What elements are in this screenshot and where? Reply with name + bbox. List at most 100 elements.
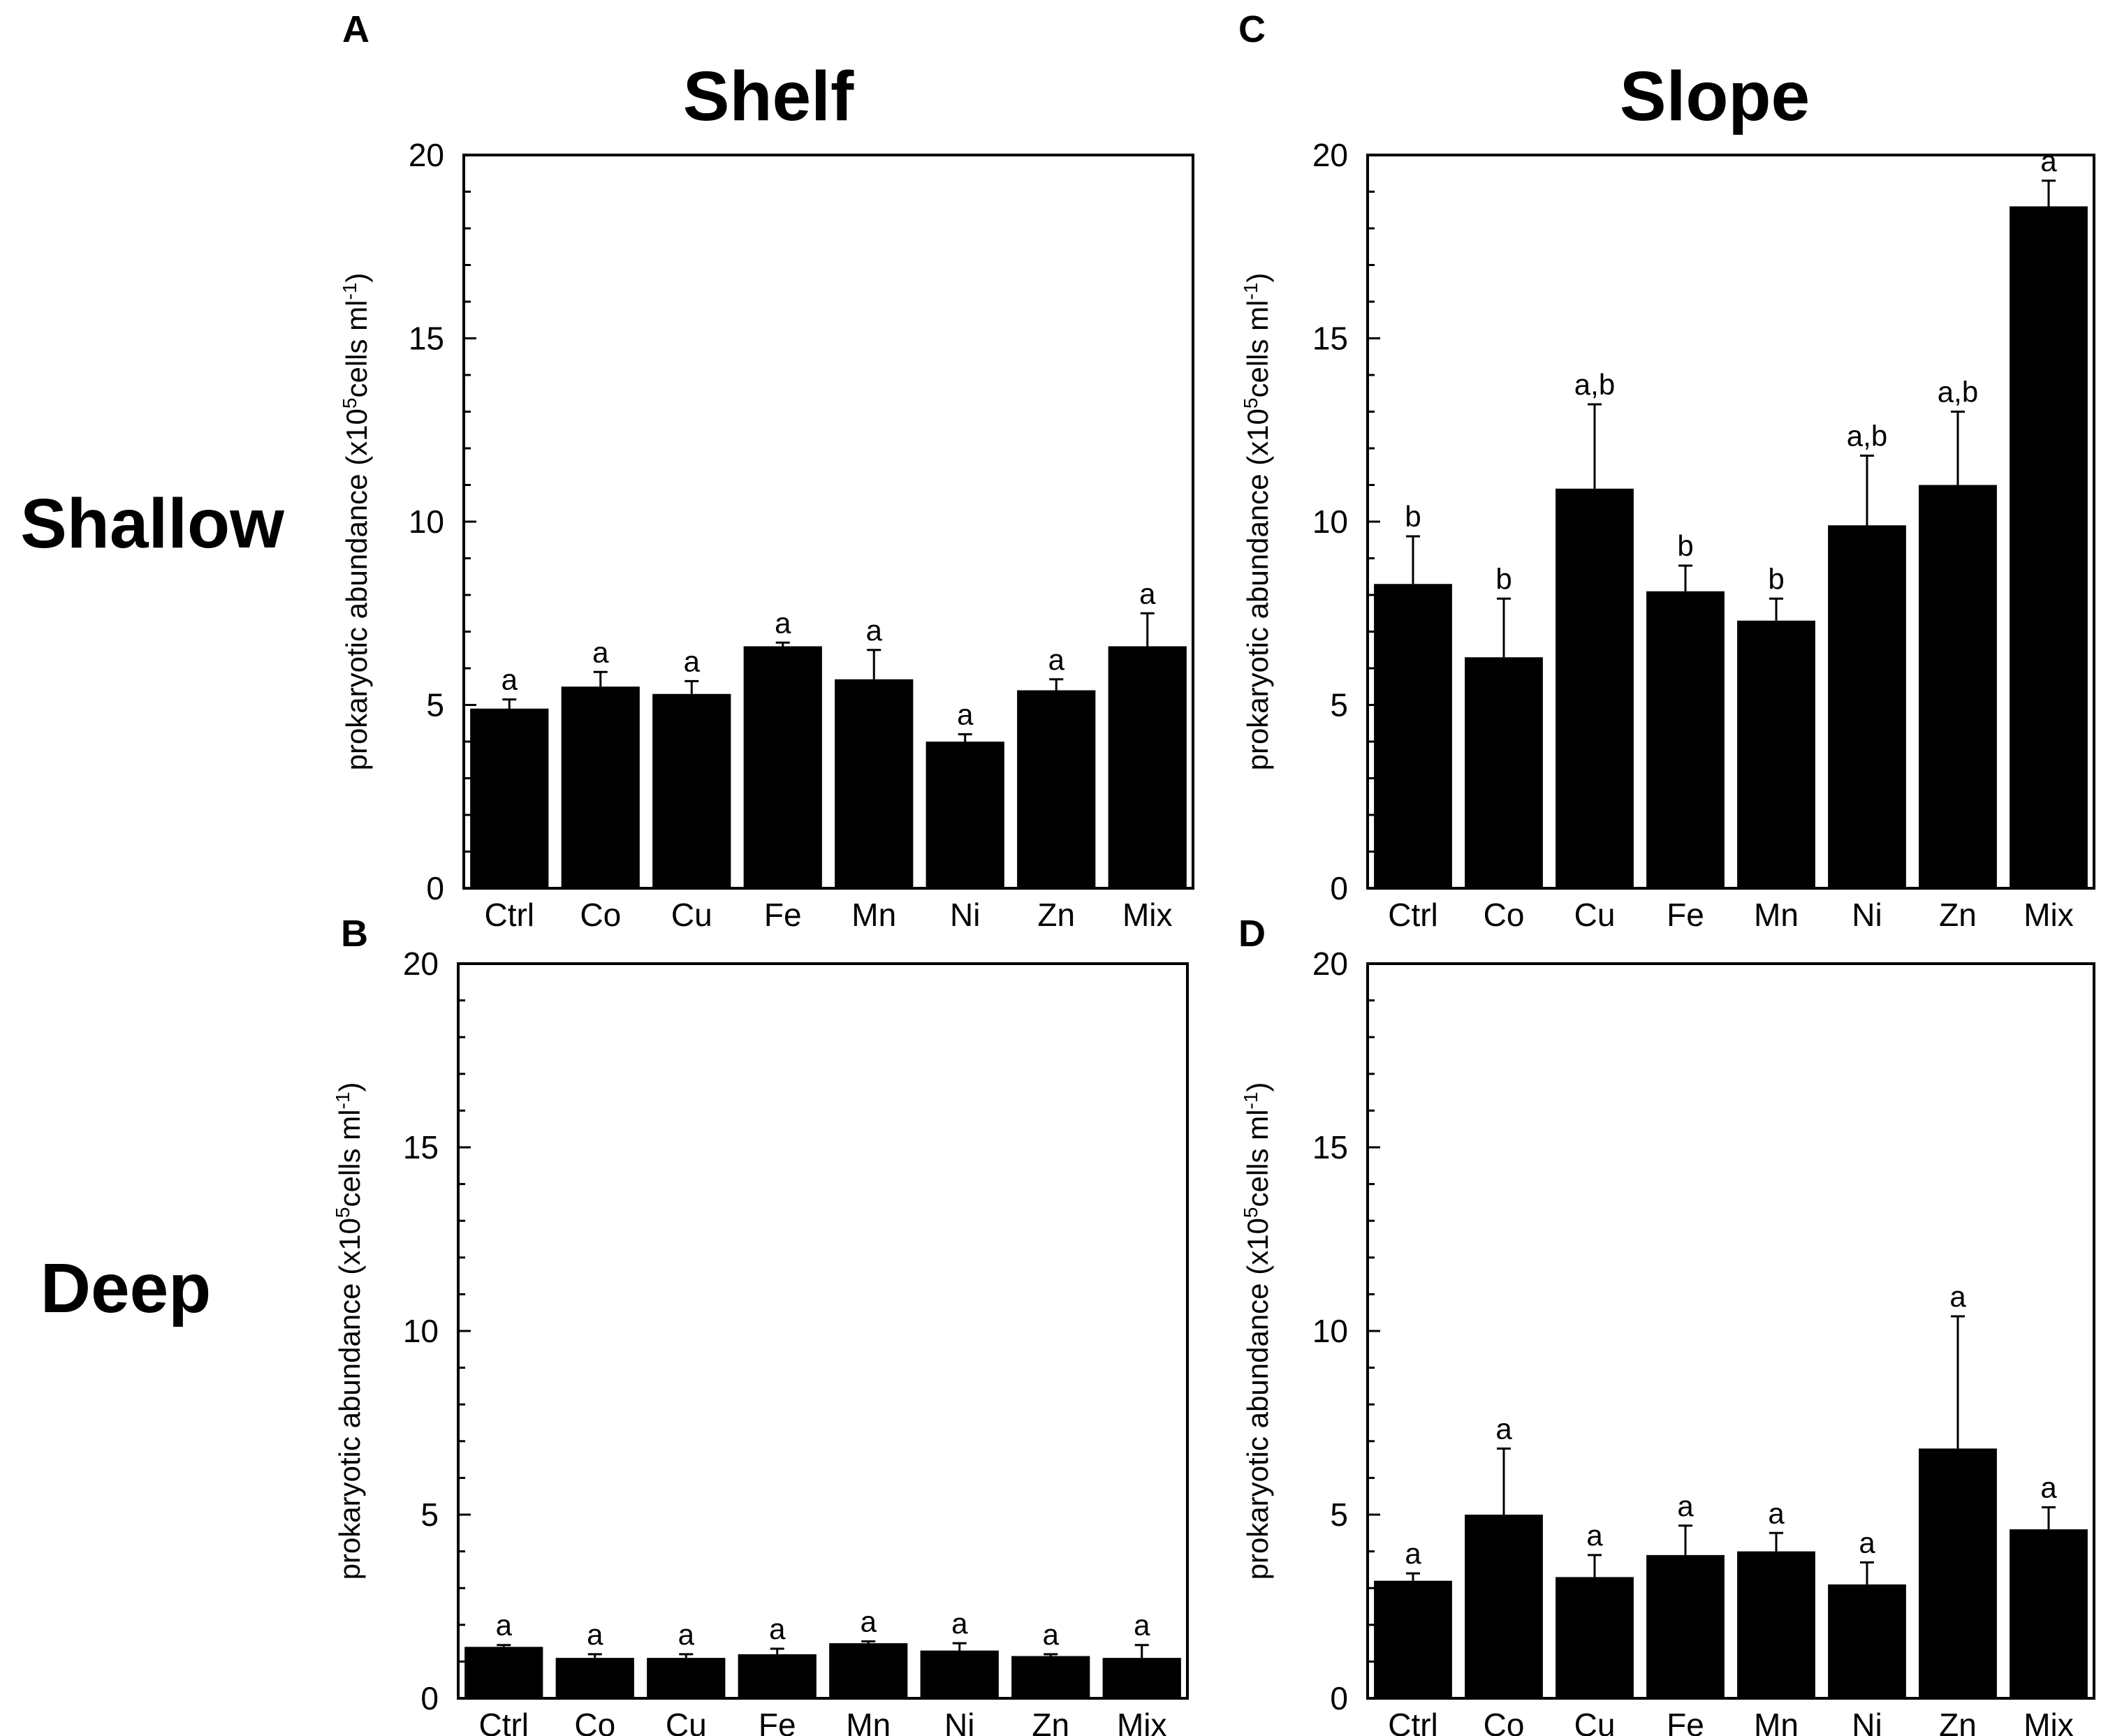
panel-c-category-label: Zn [1939, 897, 1977, 933]
panel-a-category-label: Cu [671, 897, 712, 933]
panel-a-significance-ctrl: a [502, 663, 518, 696]
panel-a-ytick-label: 0 [426, 870, 444, 906]
panel-b-bar-fe [738, 1654, 817, 1698]
panel-a-bar-mn [835, 679, 914, 888]
panel-c-bar-cu [1556, 488, 1634, 888]
panel-c-ytick-label: 15 [1312, 321, 1348, 357]
panel-b-significance-ctrl: a [496, 1609, 513, 1642]
column-title-shelf: Shelf [682, 57, 854, 135]
panel-b-bar-mn [829, 1643, 908, 1698]
panel-c-bar-mn [1737, 620, 1815, 888]
panel-a-bar-fe [743, 646, 822, 888]
panel-c-significance-mn: b [1768, 562, 1784, 595]
panel-a-bar-co [561, 686, 640, 888]
panel-a-significance-ni: a [957, 698, 974, 731]
panel-a-category-label: Fe [764, 897, 802, 933]
panel-letter-d: D [1238, 913, 1266, 955]
panel-d-category-label: Ni [1852, 1707, 1882, 1736]
panel-a-y-axis-label: prokaryotic abundance (x105cells ml-1) [339, 273, 374, 771]
panel-b-ytick-label: 0 [420, 1680, 439, 1716]
panel-c-significance-zn: a,b [1938, 376, 1978, 409]
panel-a-category-label: Mn [851, 897, 896, 933]
panel-a-category-label: Ni [950, 897, 980, 933]
panel-b-ytick-label: 20 [403, 946, 439, 982]
panel-d-significance-mn: a [1768, 1496, 1785, 1529]
panel-c-significance-mix: a [2040, 145, 2057, 177]
panel-b-ytick-label: 10 [403, 1313, 439, 1349]
panel-c-ytick-label: 10 [1312, 503, 1348, 540]
panel-a-bar-mix [1108, 646, 1187, 888]
panel-d-bar-cu [1556, 1577, 1634, 1698]
panel-d-category-label: Cu [1574, 1707, 1616, 1736]
panel-b-category-label: Mn [846, 1707, 891, 1736]
panel-c-category-label: Ni [1852, 897, 1882, 933]
panel-d-bar-mn [1737, 1551, 1815, 1698]
panel-d-significance-fe: a [1677, 1489, 1694, 1522]
panel-c-bar-ctrl [1374, 584, 1452, 888]
panel-b-category-label: Ni [944, 1707, 974, 1736]
panel-d-category-label: Mix [2023, 1707, 2074, 1736]
panel-a-category-label: Co [580, 897, 621, 933]
panel-c-significance-ctrl: b [1405, 500, 1421, 533]
panel-b-category-label: Co [574, 1707, 615, 1736]
panel-a-ytick-label: 5 [426, 687, 444, 723]
panel-b-plot-frame [457, 962, 1189, 1700]
panel-c-bar-ni [1828, 525, 1906, 888]
panel-c-significance-ni: a,b [1847, 420, 1887, 453]
panel-d-ytick-label: 20 [1312, 946, 1348, 982]
panel-d-ytick-label: 0 [1330, 1680, 1348, 1716]
panel-letter-c: C [1238, 8, 1266, 50]
panel-a-significance-co: a [592, 635, 609, 668]
panel-c-significance-co: b [1495, 562, 1512, 595]
panel-c-category-label: Mn [1754, 897, 1799, 933]
panel-d-significance-cu: a [1586, 1519, 1603, 1552]
panel-b-category-label: Cu [666, 1707, 707, 1736]
panel-d-bar-zn [1919, 1448, 1997, 1698]
panel-b-category-label: Fe [759, 1707, 796, 1736]
panel-a-ytick-label: 20 [409, 137, 444, 173]
panel-d-significance-zn: a [1949, 1280, 1966, 1313]
panel-c-significance-cu: a,b [1574, 368, 1615, 401]
panel-d-category-label: Co [1484, 1707, 1525, 1736]
panel-b-significance-ni: a [951, 1607, 968, 1640]
panel-b-bar-ni [920, 1650, 999, 1698]
panel-a-significance-mn: a [866, 614, 883, 647]
panel-b-significance-cu: a [678, 1618, 695, 1651]
panel-b-y-axis-label: prokaryotic abundance (x105cells ml-1) [332, 1082, 367, 1580]
panel-d-bar-fe [1646, 1554, 1725, 1698]
panel-a-ytick-label: 10 [409, 503, 444, 540]
panel-d-category-label: Ctrl [1388, 1707, 1438, 1736]
panel-c-bar-fe [1646, 591, 1725, 888]
panel-b-bar-co [555, 1658, 634, 1698]
panel-a-bar-cu [652, 693, 731, 888]
panel-b-category-label: Ctrl [478, 1707, 529, 1736]
panel-a-category-label: Ctrl [484, 897, 534, 933]
panel-a-significance-fe: a [775, 606, 791, 639]
panel-letter-a: A [342, 8, 369, 50]
panel-c-ytick-label: 5 [1330, 687, 1348, 723]
panel-c-category-label: Mix [2023, 897, 2074, 933]
panel-c-significance-fe: b [1677, 529, 1693, 562]
panel-letter-b: B [341, 913, 368, 955]
panel-a-category-label: Zn [1037, 897, 1075, 933]
panel-a-significance-cu: a [684, 645, 701, 677]
panel-b-significance-mix: a [1134, 1609, 1150, 1642]
panel-c-category-label: Co [1484, 897, 1525, 933]
panel-b-significance-co: a [587, 1618, 603, 1651]
panel-a-significance-zn: a [1048, 643, 1065, 676]
column-title-slope: Slope [1619, 57, 1810, 135]
panel-b-significance-mn: a [861, 1605, 877, 1638]
panel-b-category-label: Zn [1032, 1707, 1069, 1736]
panel-d-ytick-label: 10 [1312, 1313, 1348, 1349]
panel-c-bar-mix [2010, 206, 2088, 888]
panel-d-category-label: Fe [1667, 1707, 1704, 1736]
panel-b-significance-zn: a [1043, 1618, 1060, 1651]
panel-a-ytick-label: 15 [409, 321, 444, 357]
panel-d-bar-mix [2010, 1529, 2088, 1698]
panel-d-significance-co: a [1495, 1412, 1512, 1445]
row-title-shallow: Shallow [20, 485, 284, 563]
panel-a-significance-mix: a [1139, 577, 1156, 610]
panel-b-ytick-label: 15 [403, 1129, 439, 1165]
panel-a-category-label: Mix [1122, 897, 1173, 933]
